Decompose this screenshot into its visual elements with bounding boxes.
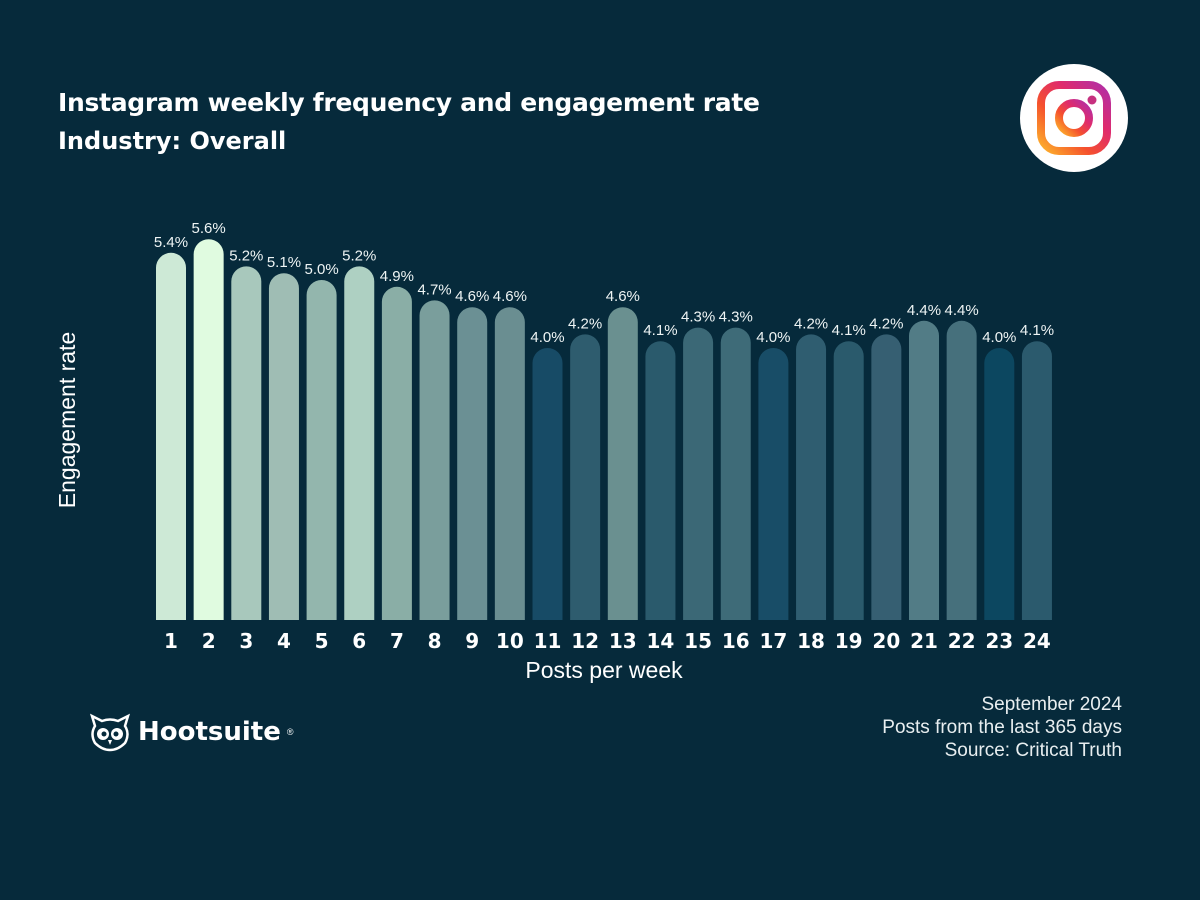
x-tick-label: 10 bbox=[496, 629, 524, 653]
bar-11 bbox=[532, 348, 563, 620]
bar-15 bbox=[683, 327, 714, 620]
data-label: 5.2% bbox=[342, 247, 376, 264]
data-label: 4.1% bbox=[643, 322, 677, 339]
bar-22 bbox=[946, 320, 977, 620]
data-label: 4.2% bbox=[869, 315, 903, 332]
x-tick-label: 6 bbox=[352, 629, 366, 653]
data-label: 4.3% bbox=[681, 309, 715, 326]
data-label: 4.4% bbox=[907, 302, 941, 319]
chart-title: Instagram weekly frequency and engagemen… bbox=[58, 88, 760, 117]
bar-20 bbox=[871, 334, 902, 620]
x-tick-label: 7 bbox=[390, 629, 404, 653]
x-tick-label: 3 bbox=[239, 629, 253, 653]
bar-17 bbox=[758, 348, 789, 620]
bar-13 bbox=[607, 307, 638, 620]
bar-8 bbox=[419, 300, 450, 620]
bar-10 bbox=[494, 307, 525, 620]
data-label: 4.9% bbox=[380, 268, 414, 285]
data-label: 5.2% bbox=[229, 247, 263, 264]
x-tick-label: 2 bbox=[202, 629, 216, 653]
x-tick-label: 11 bbox=[534, 629, 562, 653]
x-tick-label: 14 bbox=[647, 629, 675, 653]
x-tick-label: 24 bbox=[1023, 629, 1051, 653]
bar-4 bbox=[268, 273, 299, 620]
hootsuite-logo: Hootsuite ® bbox=[88, 712, 294, 752]
x-tick-label: 15 bbox=[684, 629, 712, 653]
x-tick-label: 18 bbox=[797, 629, 825, 653]
x-tick-label: 20 bbox=[872, 629, 900, 653]
hootsuite-owl-icon bbox=[89, 713, 131, 752]
instagram-icon bbox=[1020, 64, 1128, 172]
bar-14 bbox=[645, 341, 676, 620]
x-tick-label: 9 bbox=[465, 629, 479, 653]
x-tick-label: 8 bbox=[428, 629, 442, 653]
x-tick-label: 12 bbox=[571, 629, 599, 653]
data-label: 4.0% bbox=[756, 329, 790, 346]
bar-19 bbox=[833, 341, 864, 620]
x-tick-label: 21 bbox=[910, 629, 938, 653]
x-tick-label: 19 bbox=[835, 629, 863, 653]
bar-18 bbox=[796, 334, 827, 620]
hootsuite-wordmark: Hootsuite bbox=[138, 717, 281, 747]
data-label: 4.0% bbox=[530, 329, 564, 346]
data-label: 4.2% bbox=[568, 315, 602, 332]
data-label: 4.6% bbox=[606, 288, 640, 305]
bar-9 bbox=[457, 307, 488, 620]
bar-7 bbox=[381, 286, 412, 620]
bar-16 bbox=[720, 327, 751, 620]
data-label: 4.6% bbox=[455, 288, 489, 305]
bar-6 bbox=[344, 266, 375, 620]
x-tick-label: 23 bbox=[985, 629, 1013, 653]
data-label: 4.1% bbox=[832, 322, 866, 339]
bar-5 bbox=[306, 280, 337, 620]
bar-21 bbox=[909, 320, 939, 620]
y-axis-label: Engagement rate bbox=[54, 332, 80, 508]
x-tick-label: 4 bbox=[277, 629, 291, 653]
x-tick-label: 16 bbox=[722, 629, 750, 653]
footer-source: Source: Critical Truth bbox=[944, 740, 1122, 761]
data-label: 4.4% bbox=[945, 302, 979, 319]
bar-23 bbox=[984, 348, 1015, 620]
data-label: 4.0% bbox=[982, 329, 1016, 346]
bar-2 bbox=[193, 239, 224, 620]
bar-12 bbox=[570, 334, 601, 620]
data-label: 4.2% bbox=[794, 315, 828, 332]
x-tick-label: 13 bbox=[609, 629, 637, 653]
bar-1 bbox=[156, 252, 186, 620]
chart-subtitle: Industry: Overall bbox=[58, 127, 287, 155]
registered-mark: ® bbox=[286, 727, 294, 737]
data-label: 5.4% bbox=[154, 234, 188, 251]
x-tick-label: 22 bbox=[948, 629, 976, 653]
footer-notes: September 2024 Posts from the last 365 d… bbox=[882, 693, 1122, 762]
data-label: 4.3% bbox=[719, 309, 753, 326]
data-label: 4.7% bbox=[417, 281, 451, 298]
x-tick-label: 17 bbox=[759, 629, 787, 653]
footer-period: Posts from the last 365 days bbox=[882, 717, 1122, 738]
x-tick-label: 5 bbox=[315, 629, 329, 653]
data-label: 4.1% bbox=[1020, 322, 1054, 339]
data-label: 5.1% bbox=[267, 254, 301, 271]
footer-date: September 2024 bbox=[981, 694, 1123, 715]
bar-24 bbox=[1021, 341, 1052, 620]
data-label: 5.6% bbox=[192, 220, 226, 237]
x-axis-label: Posts per week bbox=[525, 657, 683, 683]
data-label: 5.0% bbox=[304, 261, 338, 278]
x-tick-label: 1 bbox=[164, 629, 178, 653]
data-label: 4.6% bbox=[493, 288, 527, 305]
bar-3 bbox=[231, 266, 262, 620]
